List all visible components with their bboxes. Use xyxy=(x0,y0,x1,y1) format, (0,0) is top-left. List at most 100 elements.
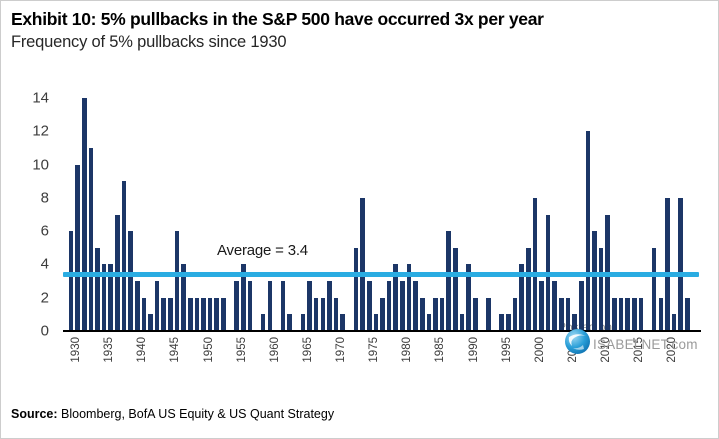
bar-1943 xyxy=(154,281,160,331)
y-axis-tick-label: 14 xyxy=(32,89,49,107)
bar-2000 xyxy=(532,197,538,331)
y-axis-tick-label: 10 xyxy=(32,156,49,174)
bar-1953 xyxy=(221,297,226,331)
bar-1957 xyxy=(247,281,253,331)
bar-1955 xyxy=(234,281,239,331)
bar-1933 xyxy=(88,147,94,331)
x-axis-tick-label-2000: 2000 xyxy=(533,337,546,363)
source-text: Bloomberg, BofA US Equity & US Quant Str… xyxy=(57,407,335,421)
bar-1940 xyxy=(134,281,140,331)
bar-1971 xyxy=(340,314,345,331)
bar-1984 xyxy=(426,314,432,331)
bar-1934 xyxy=(95,247,100,331)
x-axis-tick-label-1950: 1950 xyxy=(202,337,215,363)
bar-1956 xyxy=(241,264,246,331)
y-axis-tick-label: 6 xyxy=(40,222,49,240)
x-axis-line xyxy=(63,330,701,332)
bar-1983 xyxy=(419,297,425,331)
bar-1968 xyxy=(320,297,326,331)
bar-2004 xyxy=(559,297,564,331)
bar-1975 xyxy=(366,281,372,331)
bar-1991 xyxy=(472,297,478,331)
bar-1963 xyxy=(287,314,292,331)
chart-title: Exhibit 10: 5% pullbacks in the S&P 500 … xyxy=(11,9,544,29)
x-axis-tick-label-1945: 1945 xyxy=(169,337,182,363)
bar-1930 xyxy=(68,231,74,331)
bar-1944 xyxy=(161,297,167,331)
bar-2003 xyxy=(552,281,558,331)
bar-1947 xyxy=(181,264,186,331)
bar-1942 xyxy=(148,314,153,331)
bar-1978 xyxy=(386,281,392,331)
bar-1969 xyxy=(327,281,332,331)
y-axis-tick-label: 0 xyxy=(40,322,49,340)
source-label: Source: xyxy=(11,407,58,421)
y-axis-tick-label: 12 xyxy=(32,122,49,140)
bar-1974 xyxy=(360,197,365,331)
bar-1987 xyxy=(446,231,452,331)
bar-2022 xyxy=(678,197,683,331)
source-line: Source: Bloomberg, BofA US Equity & US Q… xyxy=(11,407,334,421)
bar-2008 xyxy=(585,131,591,331)
x-axis-tick-label-1995: 1995 xyxy=(500,337,513,363)
bar-1990 xyxy=(466,264,471,331)
bar-1941 xyxy=(141,297,147,331)
bar-2005 xyxy=(565,297,571,331)
bar-1980 xyxy=(400,281,405,331)
bar-1932 xyxy=(81,98,87,331)
bar-1996 xyxy=(506,314,511,331)
bar-2019 xyxy=(658,297,664,331)
bar-1998 xyxy=(519,264,524,331)
bar-1993 xyxy=(486,297,491,331)
watermark-site: ISABELNET.com xyxy=(593,337,698,352)
bar-1939 xyxy=(128,231,133,331)
bar-1967 xyxy=(313,297,319,331)
bar-2013 xyxy=(618,297,624,331)
bar-1965 xyxy=(300,314,306,331)
bar-2021 xyxy=(671,314,677,331)
bar-2014 xyxy=(625,297,630,331)
x-axis-tick-label-1970: 1970 xyxy=(335,337,348,363)
average-line xyxy=(63,271,699,277)
x-axis-tick-label-1930: 1930 xyxy=(70,337,82,363)
bar-1995 xyxy=(499,314,505,331)
y-axis-tick-label: 8 xyxy=(40,189,49,207)
bar-2006 xyxy=(572,314,577,331)
bar-1962 xyxy=(280,281,286,331)
bar-1935 xyxy=(101,264,107,331)
y-axis-tick-label: 4 xyxy=(40,255,49,273)
bar-1951 xyxy=(207,297,213,331)
bar-2023 xyxy=(685,297,690,331)
bar-1997 xyxy=(512,297,518,331)
x-axis-tick-label-1990: 1990 xyxy=(467,337,480,363)
bar-1988 xyxy=(453,247,458,331)
bar-2007 xyxy=(578,281,584,331)
bar-1950 xyxy=(201,297,206,331)
bar-1938 xyxy=(121,181,127,331)
x-axis-tick-label-1985: 1985 xyxy=(434,337,447,363)
bar-1989 xyxy=(459,314,465,331)
bar-2018 xyxy=(651,247,657,331)
x-axis-tick-label-1960: 1960 xyxy=(268,337,281,363)
bar-1970 xyxy=(333,297,339,331)
x-axis-tick-label-1980: 1980 xyxy=(401,337,414,363)
bar-1977 xyxy=(380,297,385,331)
bar-1985 xyxy=(433,297,438,331)
bar-1986 xyxy=(439,297,445,331)
bar-1931 xyxy=(75,164,80,331)
x-axis-tick-label-1955: 1955 xyxy=(235,337,248,363)
bar-2020 xyxy=(665,197,670,331)
x-axis-tick-label-1935: 1935 xyxy=(103,337,116,363)
bar-1948 xyxy=(187,297,193,331)
bar-2010 xyxy=(598,247,604,331)
x-axis-tick-label-1940: 1940 xyxy=(136,337,149,363)
bar-1945 xyxy=(168,297,173,331)
bar-1982 xyxy=(413,281,418,331)
bar-1999 xyxy=(525,247,531,331)
bar-1979 xyxy=(393,264,399,331)
bar-2015 xyxy=(631,297,637,331)
y-axis-tick-label: 2 xyxy=(40,289,49,307)
x-axis-tick-label-1965: 1965 xyxy=(301,337,314,363)
